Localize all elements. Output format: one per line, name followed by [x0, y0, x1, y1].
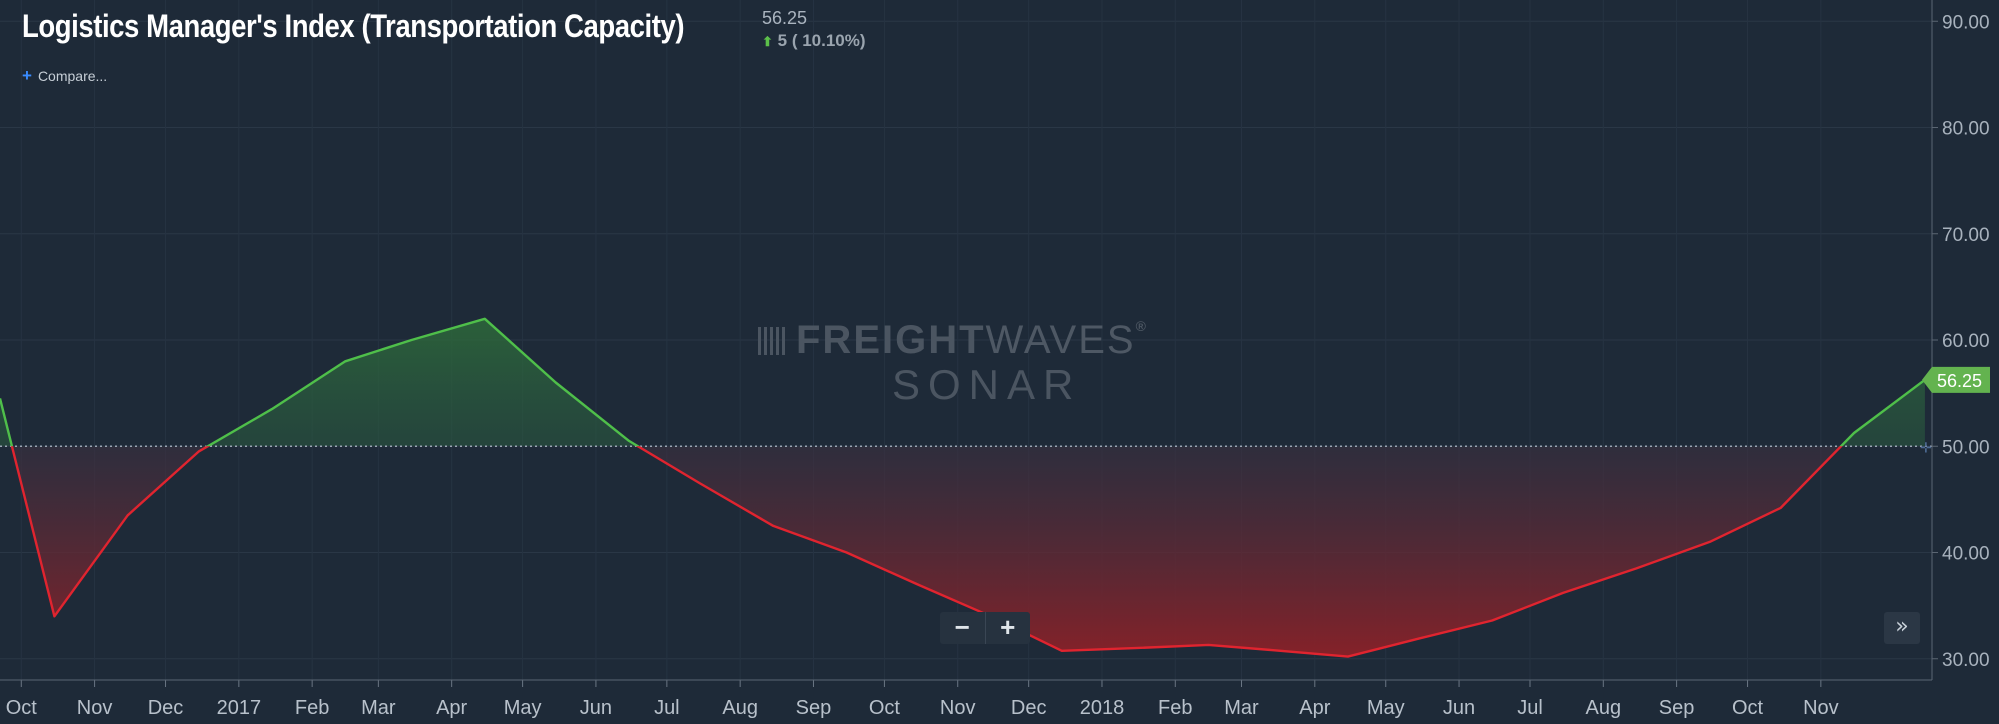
- x-tick-label: Nov: [940, 697, 976, 719]
- y-tick-label: 70.00: [1942, 225, 1990, 246]
- x-axis: Oct Nov Dec 2017 Feb Mar Apr May Jun Jul Aug Sep Oct…: [0, 679, 1932, 719]
- x-tick-label: Nov: [1803, 697, 1839, 719]
- freightwaves-logo-icon: [758, 327, 788, 355]
- x-tick-label: Oct: [869, 697, 901, 719]
- x-tick-label: May: [504, 697, 542, 719]
- x-tick-label: Jul: [1517, 697, 1543, 719]
- zoom-divider: [984, 612, 986, 644]
- x-tick-label: Apr: [436, 697, 467, 719]
- chart-title-wrap: Logistics Manager's Index (Transportatio…: [22, 8, 792, 45]
- baseline-50: ✛: [0, 440, 1932, 456]
- change-indicator: ⬆ 5 ( 10.10%): [762, 31, 866, 51]
- zoom-controls: − +: [940, 612, 1030, 644]
- last-value-tag: 56.25: [1922, 366, 1990, 393]
- quote-box: 56.25 ⬆ 5 ( 10.10%): [762, 8, 866, 51]
- last-value-tag-label: 56.25: [1937, 371, 1982, 391]
- zoom-in-button[interactable]: +: [1000, 612, 1016, 642]
- last-value-tag-shape: [1922, 366, 1990, 393]
- y-tick-label: 80.00: [1942, 119, 1990, 140]
- x-tick-label: Mar: [361, 697, 396, 719]
- y-tick-label: 30.00: [1942, 650, 1990, 671]
- watermark-product: SONAR: [892, 361, 1082, 408]
- x-tick-label: Oct: [6, 697, 38, 719]
- watermark: FREIGHTWAVES® SONAR: [758, 318, 1258, 409]
- watermark-brand-light: WAVES: [985, 318, 1136, 362]
- x-tick-label: Jun: [1443, 697, 1475, 719]
- series-areas: [0, 318, 1925, 657]
- y-tick-label: 50.00: [1942, 437, 1990, 458]
- x-tick-label: Dec: [148, 697, 184, 719]
- series-line-below: [10, 446, 1843, 658]
- compare-label: Compare...: [37, 68, 108, 84]
- x-tick-label: Dec: [1011, 697, 1047, 719]
- x-tick-label: Sep: [1659, 697, 1695, 719]
- series-line-above: [0, 317, 1926, 447]
- change-value: 5 ( 10.10%): [777, 31, 866, 50]
- plus-icon: +: [22, 66, 32, 85]
- expand-button[interactable]: »: [1884, 612, 1920, 644]
- watermark-trademark: ®: [1135, 318, 1148, 334]
- last-value: 56.25: [762, 8, 808, 28]
- x-tick-label: Jul: [654, 697, 680, 719]
- x-tick-label: Nov: [77, 697, 113, 719]
- x-tick-label: Aug: [722, 697, 758, 719]
- y-tick-label: 40.00: [1942, 544, 1990, 565]
- arrow-up-icon: ⬆: [762, 34, 773, 49]
- x-tick-label: Jun: [580, 697, 612, 719]
- x-tick-label: May: [1367, 697, 1405, 719]
- compare-button[interactable]: + Compare...: [22, 66, 107, 86]
- area-above-baseline: [0, 318, 1925, 447]
- zoom-out-button[interactable]: −: [954, 612, 970, 642]
- chart-title: Logistics Manager's Index (Transportatio…: [22, 8, 685, 44]
- watermark-brand-bold: FREIGHT: [796, 318, 986, 362]
- x-tick-label: Feb: [295, 697, 329, 719]
- x-tick-label: 2017: [217, 697, 262, 719]
- crosshair-icon: ✛: [1920, 440, 1932, 456]
- y-axis: 90.00 80.00 70.00 60.00 50.00 40.00 30.00: [1931, 0, 1990, 680]
- watermark-brand: FREIGHTWAVES®: [758, 318, 1258, 363]
- series-lines: [0, 317, 1926, 658]
- x-tick-label: 2018: [1080, 697, 1125, 719]
- y-tick-label: 90.00: [1942, 12, 1990, 33]
- x-tick-label: Aug: [1586, 697, 1622, 719]
- area-below-baseline: [0, 446, 1925, 657]
- x-tick-label: Sep: [796, 697, 832, 719]
- x-tick-label: Oct: [1732, 697, 1764, 719]
- x-tick-label: Mar: [1224, 697, 1259, 719]
- y-tick-label: 60.00: [1942, 331, 1990, 352]
- x-tick-label: Feb: [1158, 697, 1192, 719]
- x-tick-label: Apr: [1299, 697, 1330, 719]
